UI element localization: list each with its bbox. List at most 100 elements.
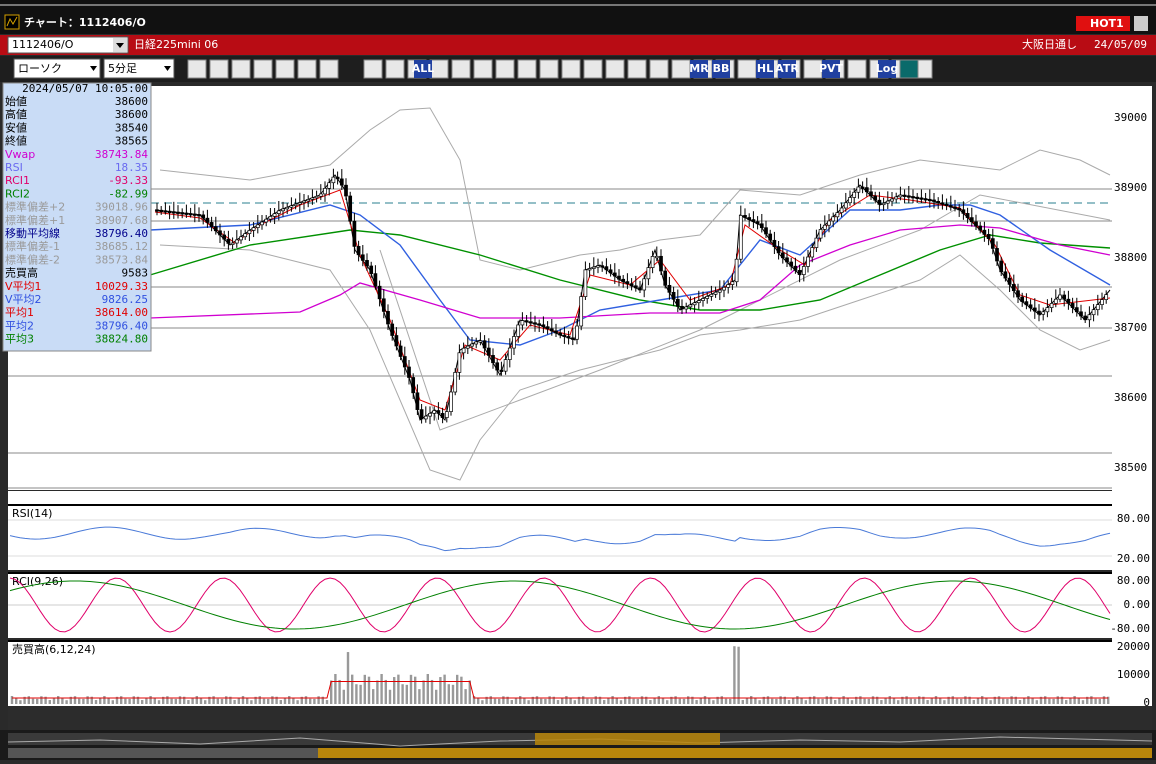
info-value: 10029.33 (95, 280, 148, 293)
volume-bar (61, 697, 64, 704)
candle-body (743, 215, 747, 218)
volume-bar (699, 697, 702, 704)
tool-button[interactable] (737, 59, 757, 79)
tool-button[interactable] (473, 59, 493, 79)
candle-body (503, 359, 508, 372)
overview-window[interactable] (535, 733, 720, 745)
rci-tick-label: 0.00 (1124, 598, 1151, 611)
tool-button[interactable] (187, 59, 207, 79)
volume-bar (233, 700, 236, 704)
tool-button-face (878, 60, 896, 78)
tool-button[interactable] (605, 59, 625, 79)
volume-bar (204, 700, 207, 704)
tool-button[interactable] (231, 59, 251, 79)
tool-button[interactable] (561, 59, 581, 79)
candle-body (701, 298, 705, 301)
volume-bar (1023, 697, 1026, 704)
tool-button[interactable] (517, 59, 537, 79)
volume-bar (115, 696, 119, 704)
candle-body (516, 324, 521, 337)
tool-button[interactable] (275, 59, 295, 79)
tool-button[interactable] (319, 59, 339, 79)
price-tick-label: 38600 (1114, 391, 1147, 404)
tool-button[interactable] (627, 59, 647, 79)
volume-bar (69, 696, 72, 704)
volume-bar (741, 700, 744, 704)
candle-body (839, 207, 844, 213)
volume-bar (485, 696, 488, 704)
volume-bar (1044, 696, 1047, 704)
candle-body (449, 391, 453, 412)
volume-bar (1006, 698, 1009, 704)
tool-button[interactable] (899, 59, 919, 79)
scroll-thumb[interactable] (318, 748, 1152, 758)
volume-bar (397, 674, 400, 704)
symbol-code: 1112406/O (12, 38, 74, 51)
candle-body (911, 196, 915, 199)
info-label: 平均3 (5, 333, 34, 346)
volume-panel (8, 641, 1112, 706)
tool-button-label: BB (713, 62, 730, 75)
candle-body (948, 205, 953, 208)
tool-button[interactable] (363, 59, 383, 79)
tool-button[interactable] (649, 59, 669, 79)
chart-type-select[interactable] (13, 58, 101, 79)
candle-body (1100, 299, 1104, 305)
volume-bar (687, 696, 690, 704)
candle-body (306, 199, 311, 202)
symbol-input[interactable] (7, 36, 129, 54)
tool-button[interactable] (209, 59, 229, 79)
volume-bar (762, 696, 765, 704)
tool-button[interactable] (583, 59, 603, 79)
interval-select[interactable] (103, 58, 175, 79)
candle-body (486, 347, 491, 356)
volume-bar (275, 696, 278, 704)
app-icon-glyph (6, 16, 18, 27)
volume-bar (842, 696, 845, 704)
volume-bar (1086, 696, 1089, 704)
candle-body (957, 207, 962, 211)
volume-bar (661, 697, 665, 704)
candle-body (789, 261, 794, 267)
reference-lines (8, 188, 1112, 489)
candle-body (621, 278, 626, 282)
close-button[interactable] (1134, 16, 1148, 31)
candle-body (898, 194, 903, 198)
candle-body (335, 176, 340, 180)
volume-bar (225, 696, 228, 704)
tool-button-label: ATR (775, 62, 799, 75)
candle-body (806, 256, 810, 267)
volume-bar (82, 698, 85, 704)
tool-button[interactable] (253, 59, 273, 79)
tool-button[interactable] (297, 59, 317, 79)
candle-body (1091, 309, 1096, 316)
hot-button[interactable] (1076, 16, 1130, 31)
tool-button[interactable] (495, 59, 515, 79)
volume-bar (1014, 696, 1017, 704)
tool-button[interactable] (385, 59, 405, 79)
tool-button[interactable] (539, 59, 559, 79)
info-timestamp: 2024/05/07 10:05:00 (22, 82, 148, 95)
tool-button[interactable] (451, 59, 471, 79)
volume-bar (519, 696, 522, 704)
candle-body (785, 257, 789, 263)
candle-body (1037, 310, 1041, 315)
price-tick-label: 38800 (1114, 251, 1147, 264)
volume-bar (531, 696, 534, 704)
candle-body (604, 266, 609, 271)
candle-body (432, 410, 437, 414)
dropdown-arrow (164, 66, 171, 71)
candle-body (801, 266, 806, 275)
volume-bar (850, 700, 854, 704)
volume-bar (729, 698, 732, 704)
candle-body (835, 212, 840, 218)
volume-bar (682, 698, 686, 704)
volume-bar (351, 674, 354, 704)
average-1 (154, 189, 1111, 411)
tool-button[interactable] (671, 59, 691, 79)
panel-gap (8, 491, 1152, 504)
tool-button[interactable] (847, 59, 867, 79)
candle-body (814, 237, 819, 248)
candle-body (558, 332, 563, 336)
volume-bar (670, 696, 673, 704)
